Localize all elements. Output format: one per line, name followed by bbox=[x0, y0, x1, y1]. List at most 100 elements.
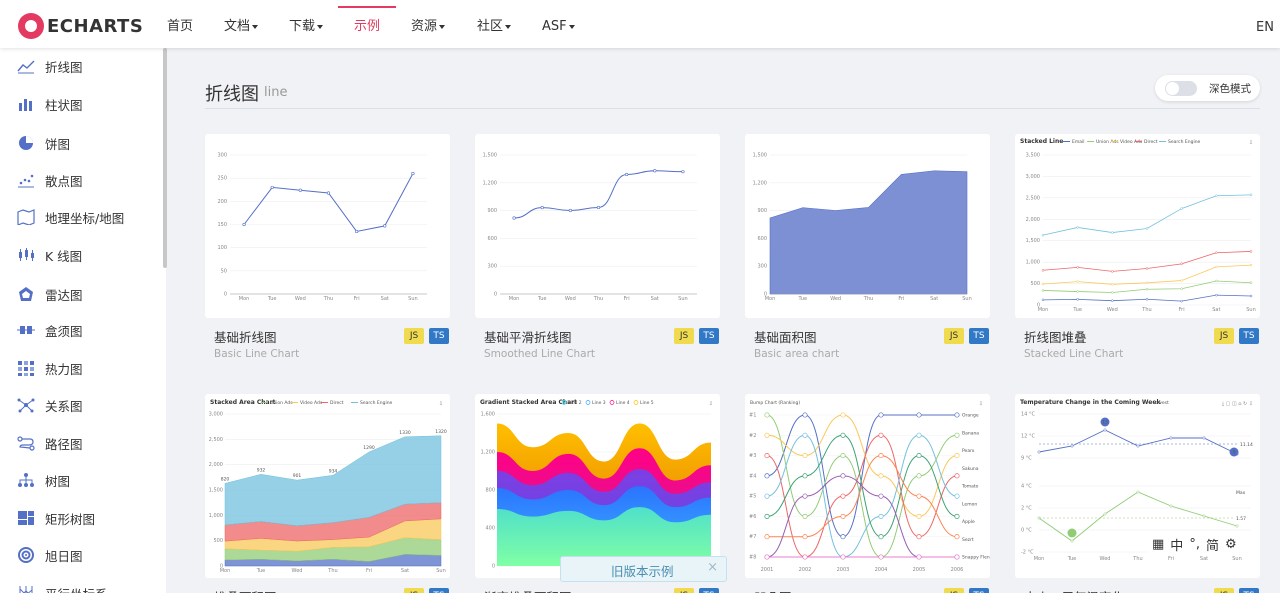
y-tick-label: 1,000 bbox=[1026, 260, 1040, 266]
js-badge[interactable]: JS bbox=[1214, 328, 1234, 344]
ime-punct[interactable]: °, bbox=[1189, 536, 1200, 552]
chevron-down-icon bbox=[317, 24, 324, 29]
sidebar-item[interactable]: 柱状图 bbox=[16, 92, 83, 116]
nav-docs[interactable]: 文档 bbox=[224, 0, 259, 48]
ime-mode[interactable]: 中 bbox=[1170, 538, 1184, 554]
data-point bbox=[802, 554, 808, 560]
data-point bbox=[1215, 279, 1218, 283]
data-point bbox=[878, 513, 884, 519]
ime-toolbar[interactable]: ▦ 中 °, 简 ⚙ bbox=[1146, 535, 1254, 554]
ime-gear-icon[interactable]: ⚙ bbox=[1224, 536, 1237, 552]
sidebar-item[interactable]: K 线图 bbox=[16, 243, 82, 267]
avg-label: 11.14 bbox=[1240, 442, 1253, 448]
sidebar-item[interactable]: 热力图 bbox=[16, 356, 83, 380]
ime-simplified[interactable]: 简 bbox=[1205, 538, 1219, 554]
card-title[interactable]: 渐变堆叠面积图 bbox=[484, 587, 572, 593]
js-badge[interactable]: JS bbox=[404, 328, 424, 344]
rank-label: #6 bbox=[749, 514, 756, 520]
language-switch[interactable]: EN bbox=[1256, 20, 1274, 35]
sidebar-item[interactable]: 树图 bbox=[16, 468, 70, 492]
legend-label: Direct bbox=[1144, 139, 1158, 145]
sidebar-item[interactable]: 平行坐标系 bbox=[16, 581, 108, 593]
data-point bbox=[596, 205, 601, 210]
js-badge[interactable]: JS bbox=[674, 328, 694, 344]
data-point bbox=[840, 513, 846, 519]
data-point bbox=[802, 432, 808, 438]
sidebar-item[interactable]: 雷达图 bbox=[16, 282, 83, 306]
legend-label: Line 5 bbox=[640, 400, 654, 406]
card-title[interactable]: 基础面积图 bbox=[754, 330, 817, 345]
data-label: 901 bbox=[293, 473, 302, 479]
sidebar-item[interactable]: 散点图 bbox=[16, 168, 83, 192]
y-tick-label: 150 bbox=[217, 222, 227, 228]
ts-badge[interactable]: TS bbox=[699, 328, 719, 344]
chart-thumbnail[interactable]: 1,500 1,200 900 600 300 0 Mon Tue Wed Thu Fri Sat Su… bbox=[745, 134, 990, 318]
min-marker bbox=[1067, 528, 1077, 538]
ts-badge[interactable]: TS bbox=[429, 588, 449, 593]
min-label: 9 bbox=[1233, 450, 1236, 456]
y-tick-label: 2 °C bbox=[1021, 506, 1032, 512]
nav-community[interactable]: 社区 bbox=[477, 0, 512, 48]
nav-download[interactable]: 下载 bbox=[289, 0, 324, 48]
sidebar-item[interactable]: 盒须图 bbox=[16, 318, 83, 342]
x-tick-label: Sun bbox=[436, 568, 446, 574]
card-title[interactable]: 基础折线图 bbox=[214, 330, 277, 345]
data-point bbox=[1169, 504, 1173, 508]
data-point bbox=[840, 453, 846, 459]
nav-resources[interactable]: 资源 bbox=[411, 0, 446, 48]
old-version-bar[interactable]: 旧版本示例 × bbox=[560, 556, 727, 582]
js-badge[interactable]: JS bbox=[1214, 588, 1234, 593]
sidebar-item-label: K 线图 bbox=[45, 248, 83, 264]
chart-thumbnail[interactable]: Stacked Line Email Union Ads Video Ads Direc… bbox=[1015, 134, 1260, 318]
legend-label: Search Engine bbox=[1168, 139, 1201, 145]
data-point bbox=[878, 412, 884, 418]
dark-mode-toggle[interactable]: 深色模式 bbox=[1155, 75, 1260, 101]
ime-grid-icon[interactable]: ▦ bbox=[1152, 536, 1165, 552]
ts-badge[interactable]: TS bbox=[969, 588, 989, 593]
card-title[interactable]: 堆叠面积图 bbox=[214, 587, 277, 593]
x-tick-label: Fri bbox=[1168, 556, 1174, 562]
card-title[interactable]: 未来一周气温变化 bbox=[1024, 587, 1124, 593]
nav-examples[interactable]: 示例 bbox=[337, 0, 397, 48]
ts-badge[interactable]: TS bbox=[699, 588, 719, 593]
js-badge[interactable]: JS bbox=[404, 588, 424, 593]
nav-home[interactable]: 首页 bbox=[167, 19, 194, 34]
chart-thumbnail[interactable]: 300 250 200 150 100 50 0 Mon Tue Wed Thu Fri Sat Sun bbox=[205, 134, 450, 318]
close-icon[interactable]: × bbox=[707, 560, 718, 575]
ts-badge[interactable]: TS bbox=[969, 328, 989, 344]
sidebar-item[interactable]: 旭日图 bbox=[16, 543, 83, 567]
chart-thumbnail[interactable]: Stacked Area Chart Union Ads Video Ads Dire… bbox=[205, 394, 450, 578]
page-title: 折线图 bbox=[205, 84, 259, 105]
ts-badge[interactable]: TS bbox=[1239, 588, 1259, 593]
legend-label: Search Engine bbox=[360, 400, 393, 406]
legend-label: Direct bbox=[330, 400, 344, 406]
card-title[interactable]: 折线图堆叠 bbox=[1024, 330, 1087, 345]
data-point bbox=[1180, 262, 1183, 266]
js-badge[interactable]: JS bbox=[944, 588, 964, 593]
js-badge[interactable]: JS bbox=[674, 588, 694, 593]
sidebar-item[interactable]: 饼图 bbox=[16, 131, 70, 155]
data-point bbox=[1041, 282, 1045, 286]
chart-thumbnail[interactable]: Bump Chart (Ranking) ⇩ #1 #2 #3 #4 #5 #6 #7 #8 200… bbox=[745, 394, 990, 578]
sidebar-item[interactable]: 路径图 bbox=[16, 431, 83, 455]
chart-thumbnail[interactable]: 1,500 1,200 900 600 300 0 Mon Tue Wed Thu Fri Sat Su… bbox=[475, 134, 720, 318]
y-tick-label: 1,200 bbox=[483, 180, 497, 186]
sidebar-item[interactable]: 矩形树图 bbox=[16, 506, 95, 530]
old-version-link[interactable]: 旧版本示例 bbox=[611, 564, 674, 579]
sidebar-item[interactable]: 折线图 bbox=[16, 54, 83, 78]
y-tick-label: 600 bbox=[487, 236, 497, 242]
js-badge[interactable]: JS bbox=[944, 328, 964, 344]
card-title[interactable]: 凹凸图 bbox=[754, 587, 792, 593]
ts-badge[interactable]: TS bbox=[429, 328, 449, 344]
nav-asf[interactable]: ASF bbox=[542, 0, 575, 48]
sidebar-scrollbar[interactable] bbox=[163, 48, 167, 268]
ts-badge[interactable]: TS bbox=[1239, 328, 1259, 344]
card-title[interactable]: 基础平滑折线图 bbox=[484, 330, 572, 345]
sidebar-item[interactable]: 关系图 bbox=[16, 393, 83, 417]
chart-thumbnail[interactable]: Gradient Stacked Area Chart Line 2 Line 3 L… bbox=[475, 394, 720, 578]
dark-mode-switch[interactable] bbox=[1165, 81, 1197, 96]
sidebar-item[interactable]: 地理坐标/地图 bbox=[16, 205, 124, 229]
series-line bbox=[766, 434, 958, 558]
echarts-logo[interactable]: ECHARTS bbox=[18, 12, 143, 40]
x-tick-label: Mon bbox=[1038, 307, 1049, 313]
